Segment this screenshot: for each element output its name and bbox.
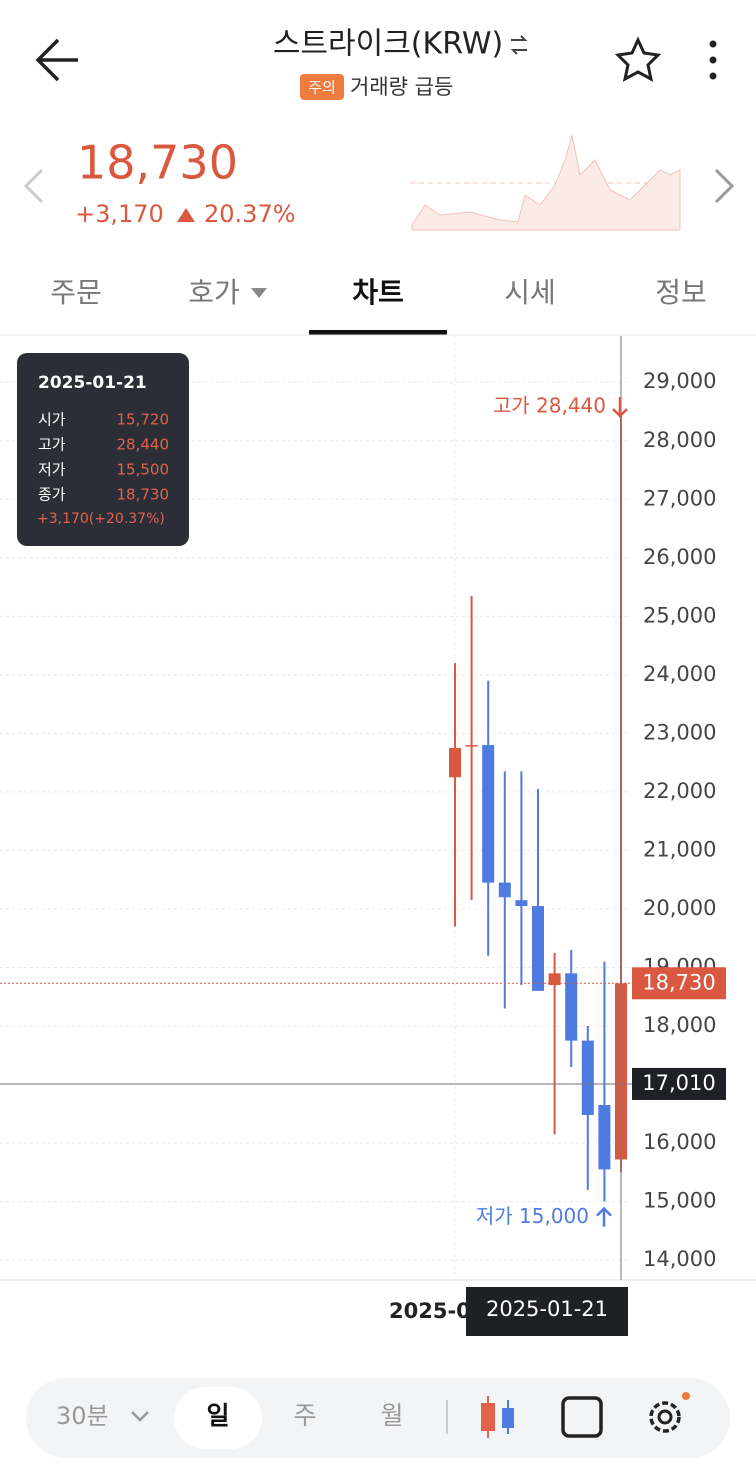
- y-tick-label: 20,000: [643, 896, 716, 920]
- candle-body: [482, 745, 495, 883]
- tooltip-label: 고가: [38, 436, 66, 454]
- candle-body: [498, 882, 511, 898]
- x-tick-label: 2025-0: [389, 1299, 471, 1323]
- tab[interactable]: 시세: [504, 276, 556, 309]
- settings-button[interactable]: [649, 1392, 690, 1433]
- period-active-bg: [174, 1387, 262, 1449]
- prev-button[interactable]: [23, 168, 44, 204]
- y-tick-label: 26,000: [643, 545, 716, 569]
- tooltip-date: 2025-01-21: [38, 373, 147, 393]
- status: 거래량 급등: [350, 75, 453, 99]
- y-tick-label: 18,000: [643, 1013, 716, 1037]
- y-tick-label: 22,000: [643, 779, 716, 803]
- title: 스트라이크(KRW): [273, 27, 503, 62]
- badge-bg: [300, 74, 344, 100]
- tab-indicator: [309, 330, 447, 335]
- up-triangle: [177, 208, 195, 222]
- interval[interactable]: 30분: [56, 1402, 109, 1430]
- candle-body: [565, 973, 578, 1041]
- candle-body: [465, 745, 478, 747]
- price-change: +3,170: [75, 200, 164, 228]
- candle-body: [532, 906, 544, 991]
- tab[interactable]: 정보: [655, 276, 707, 309]
- back-button[interactable]: [35, 38, 78, 82]
- tooltip-label: 시가: [38, 411, 66, 429]
- tabs: 주문 호가 차트 시세 정보: [50, 276, 707, 335]
- tooltip-label: 종가: [38, 486, 66, 504]
- period[interactable]: 일: [206, 1401, 229, 1430]
- low-annotation: 저가 15,000: [476, 1204, 589, 1228]
- tooltip-value: 15,720: [117, 411, 170, 429]
- next-button[interactable]: [714, 168, 735, 204]
- tooltip-label: 저가: [38, 461, 66, 479]
- y-tick-label: 24,000: [643, 662, 716, 686]
- toolbar-bg: [26, 1378, 730, 1458]
- candle-type-button[interactable]: [481, 1396, 514, 1438]
- badge: 주의: [308, 79, 336, 97]
- tooltip-bg: [17, 353, 189, 546]
- last-price-tag: [632, 967, 726, 1000]
- tooltip-value: 18,730: [117, 486, 170, 504]
- menu-button[interactable]: [709, 40, 717, 80]
- sparkline: [411, 134, 681, 231]
- crosshair-date-tag: [466, 1287, 628, 1336]
- tab[interactable]: 호가: [188, 276, 240, 309]
- period[interactable]: 월: [380, 1401, 403, 1430]
- current-price: 18,730: [77, 136, 238, 190]
- high-annotation: 고가 28,440: [493, 394, 606, 418]
- tooltip-change: +3,170(+20.37%): [37, 511, 165, 527]
- tooltip-value: 15,500: [117, 461, 170, 479]
- interval-arrow[interactable]: [131, 1411, 149, 1422]
- tooltip-value: 28,440: [117, 436, 170, 454]
- tooltip-rows: 시가 15,720 고가 28,440 저가 15,500 종가 18,730: [38, 411, 169, 504]
- crosshair-tag: [632, 1067, 726, 1100]
- candle-body: [515, 900, 528, 907]
- candle-body: [581, 1040, 594, 1115]
- y-tick-label: 25,000: [643, 603, 716, 627]
- tab[interactable]: 차트: [352, 276, 404, 309]
- swap-icon[interactable]: [510, 35, 528, 55]
- tab[interactable]: 주문: [50, 276, 102, 309]
- chart: 14,00015,00016,00017,00018,00019,00020,0…: [0, 336, 756, 1336]
- y-tick-label: 21,000: [643, 837, 716, 861]
- candle-body: [449, 748, 461, 778]
- dropdown-arrow: [251, 288, 267, 298]
- high-arrow: [612, 397, 628, 418]
- last-price-label: 18,730: [642, 970, 715, 994]
- y-tick-label: 28,000: [643, 428, 716, 452]
- price-change-pct: 20.37%: [204, 200, 296, 228]
- draw-button[interactable]: [561, 1396, 603, 1438]
- candle-body: [548, 973, 561, 986]
- low-arrow: [596, 1206, 612, 1227]
- y-tick-label: 14,000: [643, 1247, 716, 1271]
- y-tick-label: 15,000: [643, 1189, 716, 1213]
- y-tick-label: 29,000: [643, 369, 716, 393]
- favorite-button[interactable]: [614, 36, 662, 82]
- y-tick-label: 16,000: [643, 1130, 716, 1154]
- crosshair-date: 2025-01-21: [486, 1297, 608, 1321]
- candle-body: [598, 1105, 611, 1170]
- period[interactable]: 주: [293, 1401, 316, 1430]
- y-tick-label: 23,000: [643, 720, 716, 744]
- y-tick-label: 27,000: [643, 486, 716, 510]
- crosshair-label: 17,010: [642, 1071, 715, 1095]
